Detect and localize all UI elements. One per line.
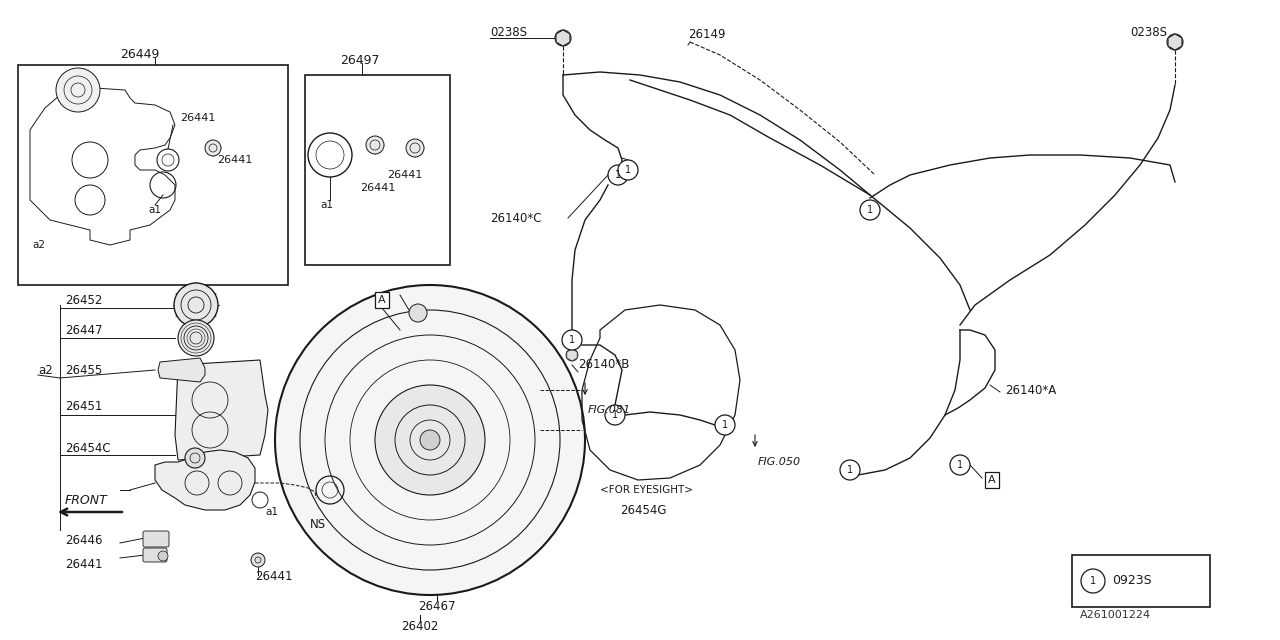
- Text: 26454C: 26454C: [65, 442, 110, 454]
- Circle shape: [178, 320, 214, 356]
- Text: 26441: 26441: [255, 570, 293, 584]
- Text: 26455: 26455: [65, 364, 102, 376]
- Text: 1: 1: [722, 420, 728, 430]
- Circle shape: [605, 405, 625, 425]
- Circle shape: [205, 140, 221, 156]
- Bar: [305, 75, 451, 265]
- Text: 26441: 26441: [387, 170, 422, 180]
- Circle shape: [1167, 34, 1183, 50]
- Text: FRONT: FRONT: [65, 493, 108, 506]
- Circle shape: [840, 460, 860, 480]
- Circle shape: [716, 415, 735, 435]
- Circle shape: [157, 551, 168, 561]
- Text: a2: a2: [32, 240, 45, 250]
- Text: a1: a1: [320, 200, 333, 210]
- Circle shape: [406, 139, 424, 157]
- Text: 26441: 26441: [360, 183, 396, 193]
- Text: 26446: 26446: [65, 534, 102, 547]
- Text: 1: 1: [625, 165, 631, 175]
- Circle shape: [174, 283, 218, 327]
- Text: 0238S: 0238S: [490, 26, 527, 38]
- Text: 0923S: 0923S: [1112, 575, 1152, 588]
- Text: 26402: 26402: [402, 620, 439, 632]
- Circle shape: [1082, 569, 1105, 593]
- Text: 26447: 26447: [65, 323, 102, 337]
- Text: 1: 1: [957, 460, 963, 470]
- Text: 1: 1: [847, 465, 852, 475]
- Circle shape: [556, 30, 571, 46]
- Polygon shape: [157, 358, 205, 382]
- Bar: [18, 65, 288, 285]
- Text: 26140*B: 26140*B: [579, 358, 630, 371]
- Text: 1: 1: [614, 170, 621, 180]
- Text: 26441: 26441: [218, 155, 252, 165]
- Circle shape: [950, 455, 970, 475]
- Text: 1: 1: [867, 205, 873, 215]
- Text: 26451: 26451: [65, 401, 102, 413]
- FancyBboxPatch shape: [143, 548, 166, 562]
- Circle shape: [566, 349, 579, 361]
- Polygon shape: [155, 450, 255, 510]
- Text: 26497: 26497: [340, 54, 379, 67]
- Text: 1: 1: [1091, 576, 1096, 586]
- Text: 26140*A: 26140*A: [1005, 383, 1056, 397]
- Circle shape: [275, 285, 585, 595]
- Text: a1: a1: [148, 205, 161, 215]
- Text: NS: NS: [310, 518, 326, 531]
- Circle shape: [251, 553, 265, 567]
- Text: A261001224: A261001224: [1080, 610, 1151, 620]
- Text: 1: 1: [568, 335, 575, 345]
- Circle shape: [562, 330, 582, 350]
- Text: 26452: 26452: [65, 294, 102, 307]
- Text: 26441: 26441: [180, 113, 215, 123]
- Circle shape: [420, 430, 440, 450]
- Text: 26449: 26449: [120, 49, 160, 61]
- Text: a2: a2: [38, 364, 52, 376]
- Text: 1: 1: [612, 410, 618, 420]
- Circle shape: [375, 385, 485, 495]
- Text: FIG.050: FIG.050: [758, 457, 801, 467]
- Text: a1: a1: [265, 507, 278, 517]
- Circle shape: [608, 165, 628, 185]
- Circle shape: [618, 160, 637, 180]
- Circle shape: [366, 136, 384, 154]
- Text: 26467: 26467: [419, 600, 456, 612]
- Text: 0238S: 0238S: [1130, 26, 1167, 38]
- Text: 26140*C: 26140*C: [490, 211, 541, 225]
- Text: A: A: [378, 295, 385, 305]
- Text: 26149: 26149: [689, 29, 726, 42]
- Circle shape: [186, 448, 205, 468]
- Text: FIG.081: FIG.081: [588, 405, 631, 415]
- Circle shape: [410, 304, 428, 322]
- Polygon shape: [175, 360, 268, 460]
- Text: A: A: [988, 475, 996, 485]
- Text: <FOR EYESIGHT>: <FOR EYESIGHT>: [600, 485, 692, 495]
- FancyBboxPatch shape: [143, 531, 169, 547]
- Circle shape: [56, 68, 100, 112]
- Text: 26454G: 26454G: [620, 504, 667, 516]
- Text: 26441: 26441: [65, 559, 102, 572]
- Bar: [1073, 555, 1210, 607]
- Circle shape: [860, 200, 881, 220]
